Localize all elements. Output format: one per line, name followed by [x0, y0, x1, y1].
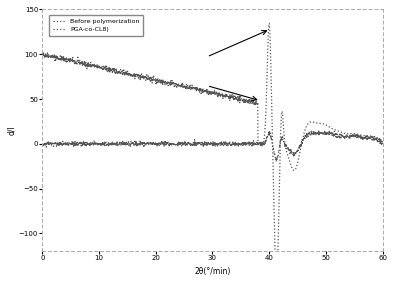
- Before polymerization: [371, 135, 375, 138]
- Before polymerization: [57, 57, 62, 60]
- PGA-co-CL8): [196, 141, 201, 144]
- Before polymerization: [196, 88, 201, 91]
- Before polymerization: [274, 281, 279, 283]
- Line: PGA-co-CL8): PGA-co-CL8): [42, 130, 383, 162]
- Line: Before polymerization: Before polymerization: [42, 23, 383, 282]
- Before polymerization: [40, 52, 45, 55]
- PGA-co-CL8): [322, 129, 327, 132]
- Before polymerization: [205, 89, 210, 93]
- Before polymerization: [370, 135, 375, 138]
- PGA-co-CL8): [57, 143, 62, 147]
- PGA-co-CL8): [371, 139, 375, 143]
- Before polymerization: [267, 22, 271, 25]
- Y-axis label: d/I: d/I: [7, 126, 16, 135]
- PGA-co-CL8): [274, 160, 279, 163]
- PGA-co-CL8): [370, 137, 375, 141]
- PGA-co-CL8): [205, 143, 210, 147]
- PGA-co-CL8): [308, 132, 313, 135]
- Before polymerization: [308, 120, 313, 124]
- PGA-co-CL8): [380, 140, 385, 143]
- Legend: Before polymerization, PGA-co-CL8): Before polymerization, PGA-co-CL8): [49, 15, 143, 36]
- PGA-co-CL8): [40, 143, 45, 146]
- Before polymerization: [380, 140, 385, 143]
- X-axis label: 2θ(°/min): 2θ(°/min): [194, 267, 230, 276]
